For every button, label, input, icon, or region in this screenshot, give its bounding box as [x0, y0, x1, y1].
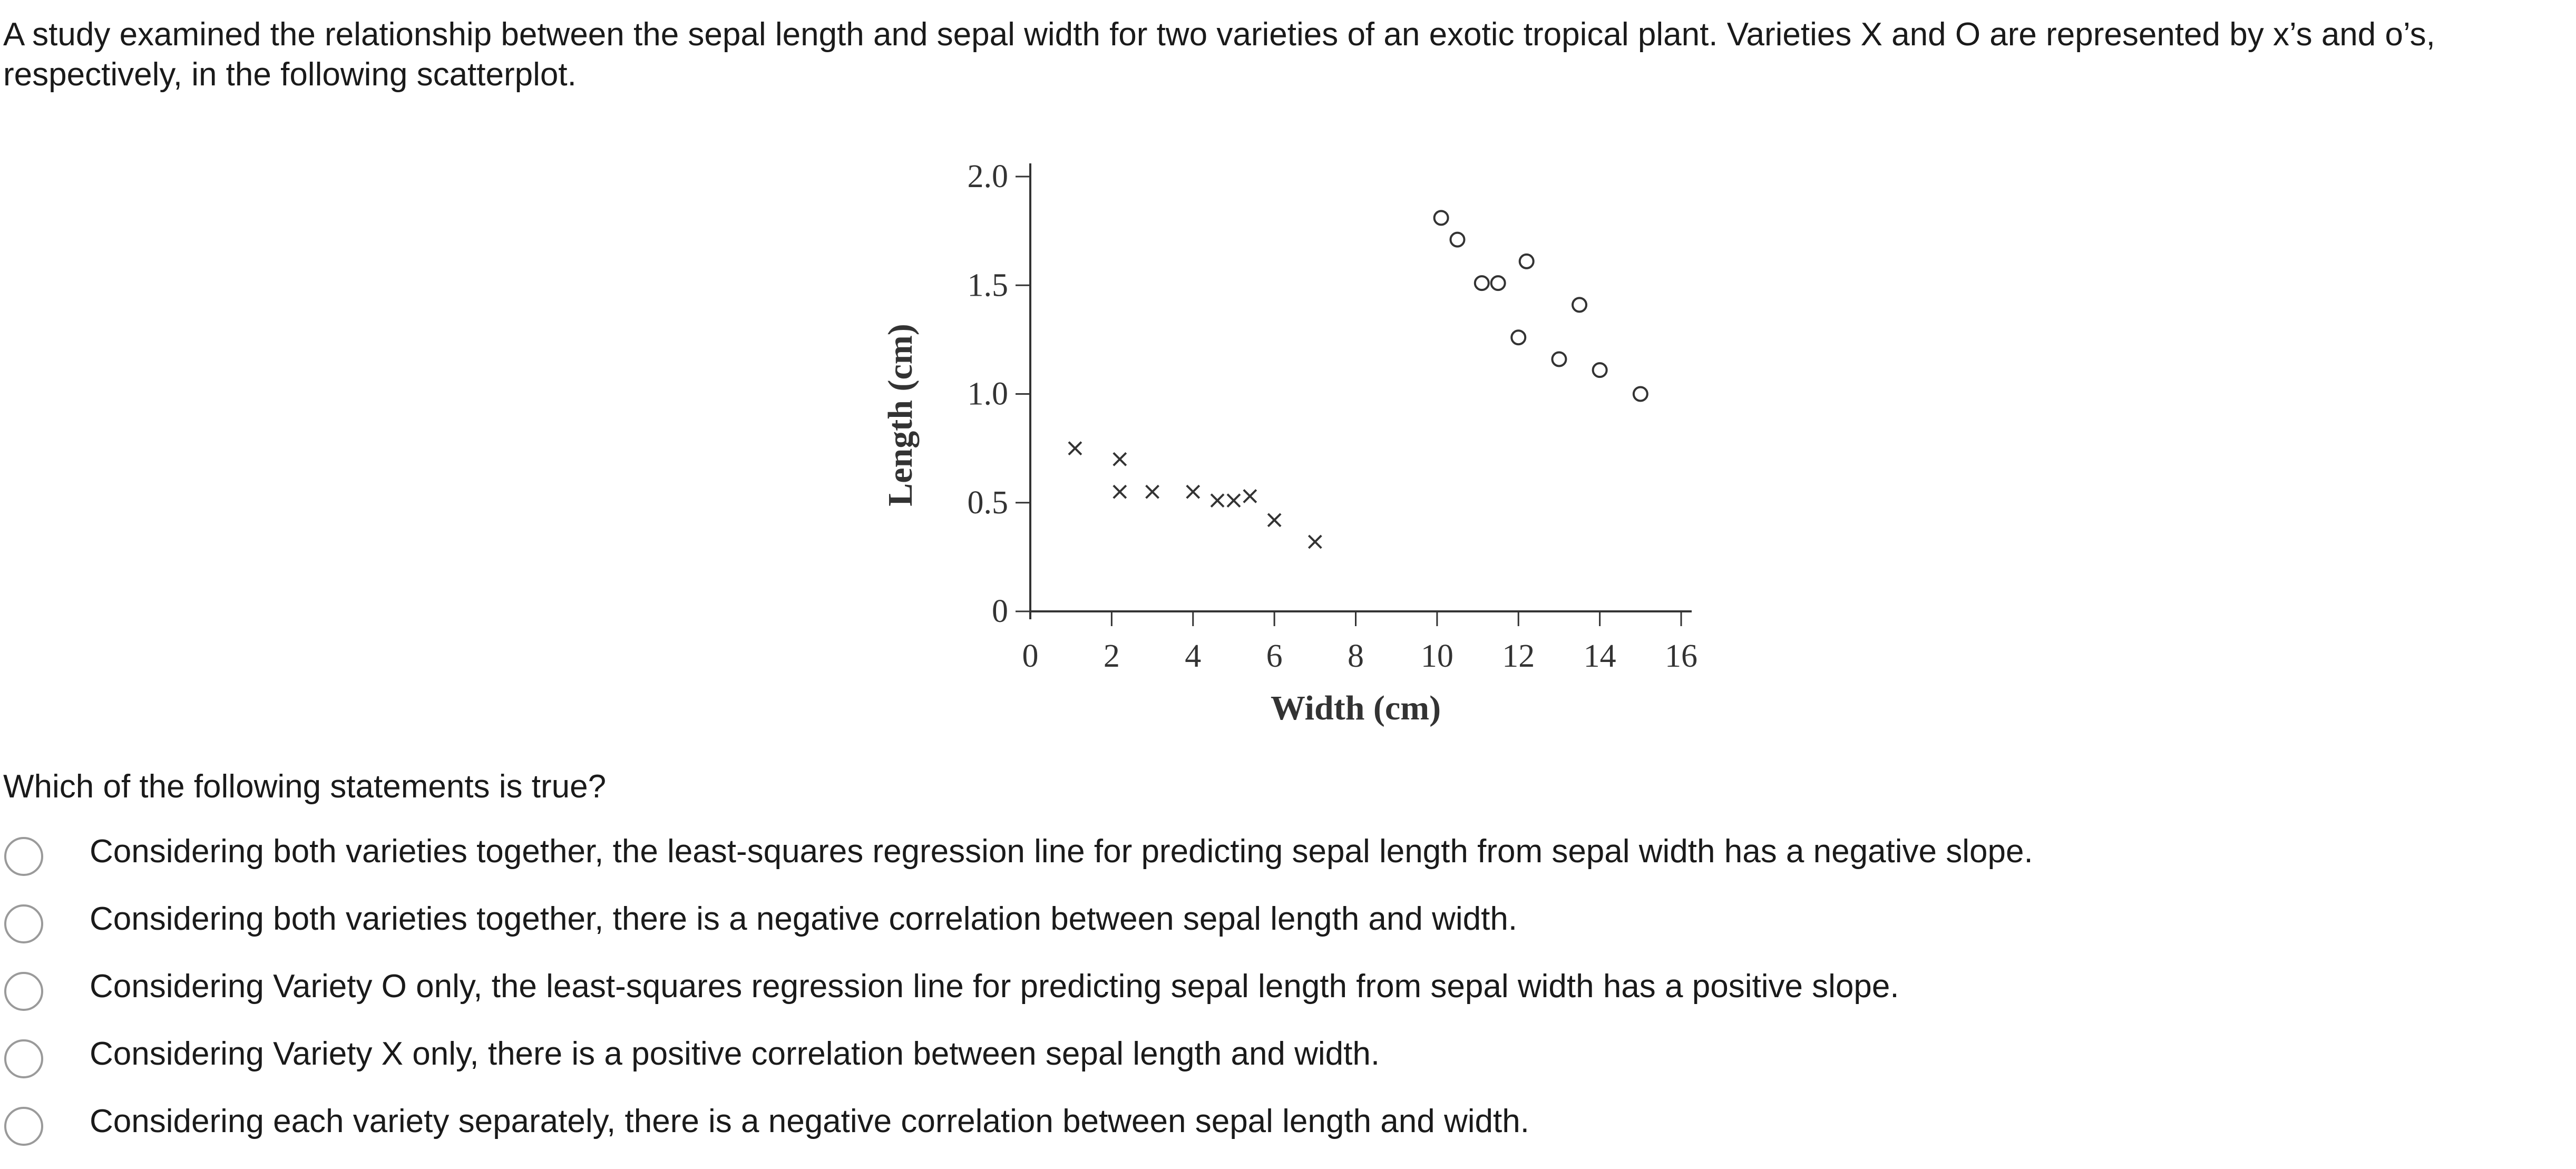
- x-tick-label: 0: [1022, 638, 1039, 674]
- x-marker: [1113, 452, 1127, 466]
- x-marker: [1226, 493, 1241, 508]
- x-marker: [1307, 534, 1322, 549]
- radio-button[interactable]: [4, 972, 43, 1011]
- o-marker: [1632, 386, 1648, 402]
- o-marker: [1551, 351, 1567, 367]
- o-marker: [1518, 253, 1535, 269]
- x-marker: [1186, 484, 1201, 499]
- choice-label[interactable]: Considering each variety separately, the…: [90, 1103, 1529, 1139]
- question-text: Which of the following statements is tru…: [3, 768, 607, 805]
- choice-label[interactable]: Considering Variety X only, there is a p…: [90, 1036, 1380, 1072]
- y-tick-label: 2.0: [968, 159, 1009, 194]
- x-marker: [1267, 513, 1282, 528]
- x-tick-label: 4: [1185, 638, 1201, 674]
- radio-button[interactable]: [4, 904, 43, 943]
- choice-label[interactable]: Considering both varieties together, the…: [90, 833, 2033, 870]
- intro-text: A study examined the relationship betwee…: [3, 16, 2435, 93]
- o-marker: [1449, 231, 1466, 248]
- answer-choices: Considering both varieties together, the…: [0, 832, 2576, 1169]
- x-marker: [1068, 441, 1082, 456]
- o-marker: [1510, 329, 1527, 346]
- x-marker: [1210, 493, 1225, 508]
- y-tick-label: 0.5: [968, 485, 1009, 521]
- x-tick-label: 6: [1266, 638, 1283, 674]
- o-marker: [1474, 275, 1490, 291]
- x-tick-label: 10: [1421, 638, 1453, 674]
- choice-b[interactable]: Considering both varieties together, the…: [0, 899, 2576, 967]
- choice-label[interactable]: Considering both varieties together, the…: [90, 901, 1518, 937]
- y-tick-label: 1.0: [968, 376, 1009, 412]
- x-tick-label: 8: [1348, 638, 1364, 674]
- choice-label[interactable]: Considering Variety O only, the least-sq…: [90, 968, 1899, 1005]
- x-marker: [1113, 484, 1127, 499]
- x-marker: [1145, 484, 1159, 499]
- choice-c[interactable]: Considering Variety O only, the least-sq…: [0, 967, 2576, 1034]
- radio-button[interactable]: [4, 1107, 43, 1146]
- y-tick-label: 1.5: [968, 267, 1009, 303]
- x-marker: [1243, 489, 1257, 503]
- y-axis-label: Length (cm): [881, 324, 920, 506]
- scatterplot: 0 2 4 6 8 10 12 14 16 0 0.5 1.0 1.5 2.0 Width (cm) Le…: [870, 142, 1765, 748]
- choice-a[interactable]: Considering both varieties together, the…: [0, 832, 2576, 899]
- x-tick-label: 16: [1665, 638, 1697, 674]
- choice-d[interactable]: Considering Variety X only, there is a p…: [0, 1034, 2576, 1102]
- x-tick-label: 14: [1584, 638, 1616, 674]
- o-marker: [1572, 297, 1588, 313]
- x-tick-label: 2: [1104, 638, 1120, 674]
- choice-e[interactable]: Considering each variety separately, the…: [0, 1102, 2576, 1169]
- o-marker: [1490, 275, 1506, 291]
- data-points: [1068, 210, 1648, 549]
- o-marker: [1592, 362, 1608, 378]
- axes: 0 2 4 6 8 10 12 14 16 0 0.5 1.0 1.5 2.0: [968, 159, 1698, 674]
- scatterplot-svg: 0 2 4 6 8 10 12 14 16 0 0.5 1.0 1.5 2.0 Width (cm) Le…: [881, 159, 1698, 727]
- y-tick-label: 0: [992, 593, 1008, 629]
- radio-button[interactable]: [4, 1039, 43, 1078]
- o-marker: [1433, 210, 1449, 226]
- x-tick-label: 12: [1502, 638, 1535, 674]
- x-axis-label: Width (cm): [1271, 689, 1441, 727]
- radio-button[interactable]: [4, 837, 43, 876]
